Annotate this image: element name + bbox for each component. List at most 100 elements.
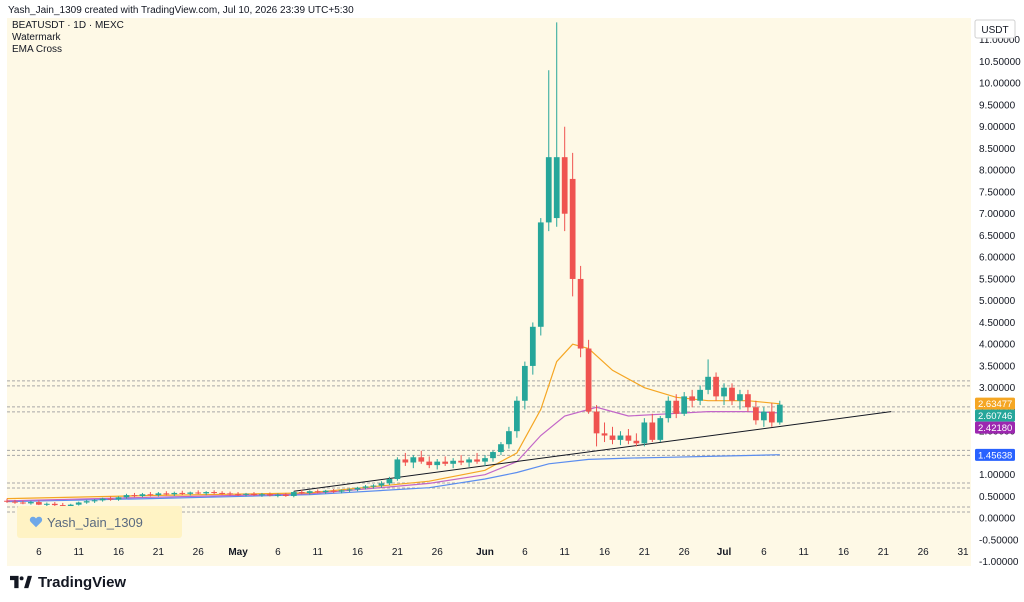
watermark-text: Yash_Jain_1309 <box>47 514 143 530</box>
y-tick-label: 3.00000 <box>979 383 1016 394</box>
candle-body <box>35 502 42 505</box>
candle-body <box>768 411 775 423</box>
candle-body <box>601 433 608 436</box>
candle-body <box>67 504 74 507</box>
candle-body <box>521 365 528 401</box>
candle-body <box>474 459 480 462</box>
candle-body <box>641 422 648 444</box>
chart-svg[interactable]: -1.00000-0.500000.000000.500001.000001.5… <box>0 0 1024 570</box>
candle-body <box>545 157 552 223</box>
y-tick-label: 11.00000 <box>979 35 1020 46</box>
candle-body <box>195 492 202 494</box>
candle-body <box>737 394 743 401</box>
x-tick-label: 6 <box>36 547 42 558</box>
plot-background <box>7 18 971 566</box>
chart-area[interactable]: -1.00000-0.500000.000000.500001.000001.5… <box>0 0 1024 570</box>
candle-body <box>514 400 520 432</box>
candle-body <box>529 326 536 366</box>
x-tick-label: 6 <box>275 547 281 558</box>
y-tick-label: 10.50000 <box>979 57 1021 68</box>
candle-body <box>450 460 457 464</box>
candle-body <box>211 492 218 494</box>
candles-layer <box>4 22 783 508</box>
candle-body <box>442 461 449 464</box>
x-tick-label: 26 <box>918 547 930 558</box>
y-axis: -1.00000-0.500000.000000.500001.000001.5… <box>979 35 1021 568</box>
x-tick-label: 11 <box>559 547 570 558</box>
ema-purple-line <box>6 406 780 502</box>
candle-body <box>298 492 305 494</box>
trendline <box>293 411 892 492</box>
candle-body <box>386 479 393 484</box>
candle-body <box>275 494 281 496</box>
candle-body <box>776 404 783 423</box>
y-tick-label: -1.00000 <box>979 557 1019 568</box>
y-tick-label: 3.50000 <box>979 361 1016 372</box>
x-tick-label: 21 <box>392 547 404 558</box>
x-tick-label: 11 <box>798 547 809 558</box>
candle-body <box>426 461 433 466</box>
candle-body <box>338 490 345 492</box>
price-tag-value: 1.45638 <box>978 450 1012 461</box>
candle-body <box>330 490 337 492</box>
candle-body <box>107 498 114 500</box>
candle-body <box>657 418 664 440</box>
footer-brand[interactable]: TradingView <box>38 573 127 591</box>
y-tick-label: 4.00000 <box>979 340 1016 351</box>
legend-indicator[interactable]: EMA Cross <box>12 44 62 55</box>
tradingview-logo-icon[interactable] <box>10 575 32 589</box>
x-tick-label: 26 <box>679 547 691 558</box>
candle-body <box>705 376 711 390</box>
candle-body <box>721 387 727 397</box>
candle-body <box>171 492 178 495</box>
candle-body <box>91 500 98 502</box>
candle-body <box>75 502 82 505</box>
candle-body <box>131 495 138 497</box>
candle-body <box>12 501 18 503</box>
candle-body <box>713 376 719 397</box>
candle-body <box>625 435 632 441</box>
x-tick-label: 11 <box>74 547 85 558</box>
candle-body <box>498 444 504 453</box>
legend-symbol[interactable]: BEATUSDT · 1D · MEXC <box>12 20 124 31</box>
candle-body <box>362 486 369 488</box>
candle-body <box>689 396 696 401</box>
candle-body <box>569 178 576 279</box>
candle-body <box>577 278 584 349</box>
candle-body <box>466 459 472 463</box>
price-tag-value: 2.42180 <box>978 423 1012 434</box>
y-tick-label: 6.50000 <box>979 231 1016 242</box>
candle-body <box>410 457 417 463</box>
candle-body <box>235 494 241 496</box>
candle-body <box>251 493 257 496</box>
candle-body <box>665 400 672 419</box>
candle-body <box>346 489 353 491</box>
price-tag <box>975 397 1015 410</box>
legend-watermark[interactable]: Watermark <box>12 32 62 43</box>
candle-body <box>267 494 273 496</box>
candle-body <box>147 494 154 496</box>
candle-body <box>490 452 496 459</box>
candle-body <box>290 492 297 496</box>
price-tag <box>975 448 1015 461</box>
x-tick-label: 16 <box>352 547 364 558</box>
credit-text: Yash_Jain_1309 created with TradingView.… <box>8 5 354 16</box>
candle-body <box>760 411 767 421</box>
author-watermark: Yash_Jain_1309 <box>17 506 182 538</box>
price-tag <box>975 409 1015 422</box>
candle-body <box>537 222 544 327</box>
y-tick-label: -0.50000 <box>979 535 1019 546</box>
y-tick-label: 0.00000 <box>979 514 1016 525</box>
candle-body <box>609 435 616 440</box>
candle-body <box>20 502 26 504</box>
candle-body <box>306 491 313 493</box>
footer: TradingView <box>10 571 126 593</box>
x-axis: 6 11 16 21 26 May 6 11 16 21 26 Jun 6 11 16 21 26 Jul 6 11 1… <box>36 547 969 558</box>
candle-body <box>394 459 401 480</box>
candle-body <box>227 493 233 495</box>
candle-body <box>99 498 106 501</box>
currency-box[interactable] <box>974 19 1016 39</box>
y-tick-label: 10.00000 <box>979 79 1021 90</box>
x-tick-label: 16 <box>599 547 611 558</box>
candle-body <box>322 490 329 493</box>
